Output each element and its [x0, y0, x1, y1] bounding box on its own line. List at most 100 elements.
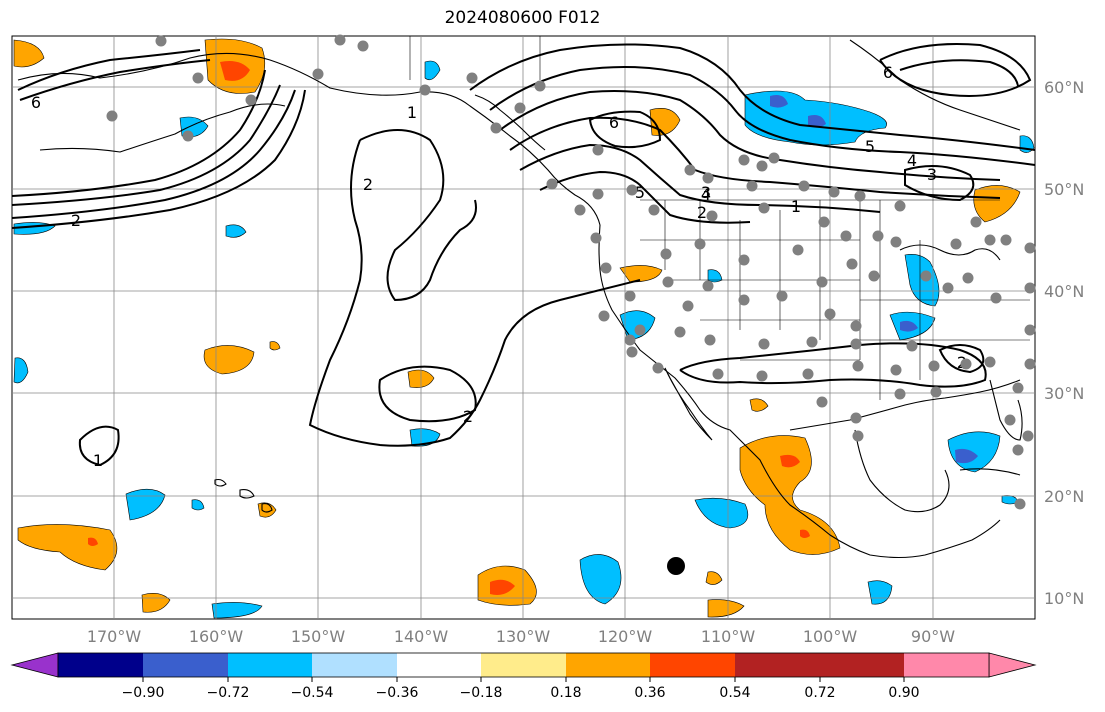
station-marker: [592, 144, 604, 156]
lon-label-140w: 140°W: [394, 627, 449, 646]
contour-label-15: 4: [701, 185, 711, 204]
station-marker: [756, 370, 768, 382]
station-marker: [868, 270, 880, 282]
station-marker: [245, 94, 257, 106]
contour-label-12: 2: [697, 203, 707, 222]
contour-label-6: 1: [93, 451, 103, 470]
contour-label-9: 4: [907, 151, 917, 170]
station-marker: [192, 72, 204, 84]
station-marker: [1014, 498, 1026, 510]
station-marker: [840, 230, 852, 242]
station-marker: [694, 238, 706, 250]
station-marker: [490, 122, 502, 134]
station-marker: [546, 178, 558, 190]
colorbar-seg-4: [312, 653, 397, 677]
contour-label-5: 2: [463, 407, 473, 426]
shade-orange-ne: [973, 185, 1021, 223]
shade-cyan-gulfak: [424, 60, 441, 81]
contour-label-4: 2: [363, 175, 373, 194]
station-marker: [652, 362, 664, 374]
station-marker: [850, 338, 862, 350]
gridlines: [12, 36, 1035, 619]
colorbar-seg-1: [58, 653, 143, 677]
station-marker: [600, 262, 612, 274]
lon-label-160w: 160°W: [189, 627, 244, 646]
lat-label-60: 60°N: [1044, 78, 1084, 97]
colorbar-seg-3: [228, 653, 312, 677]
station-marker: [758, 338, 770, 350]
station-marker: [706, 210, 718, 222]
station-marker: [960, 358, 972, 370]
station-marker: [682, 300, 694, 312]
station-marker: [590, 232, 602, 244]
station-marker: [738, 154, 750, 166]
contour-label-16: 3: [701, 183, 711, 202]
station-marker: [776, 290, 788, 302]
station-marker: [746, 180, 758, 192]
station-marker: [106, 110, 118, 122]
colorbar-tick-2: −0.72: [207, 685, 250, 701]
colorbar-seg-11: [904, 653, 989, 677]
contour-label-8: 5: [635, 183, 645, 202]
station-marker: [962, 272, 974, 284]
shade-orange-small: [705, 571, 723, 585]
station-marker: [816, 276, 828, 288]
colorbar: [10, 652, 1037, 678]
shade-cyan-midwest: [904, 254, 940, 307]
colorbar-tick-5: −0.18: [460, 685, 503, 701]
contour-lines: [11, 43, 1036, 467]
station-marker: [634, 324, 646, 336]
lon-label-130w: 130°W: [496, 627, 551, 646]
station-marker: [894, 388, 906, 400]
lon-label-170w: 170°W: [87, 627, 142, 646]
station-marker: [1000, 234, 1012, 246]
station-marker: [990, 292, 1002, 304]
station-marker: [758, 202, 770, 214]
shade-orange-bottom: [707, 599, 745, 618]
station-marker: [1024, 324, 1036, 336]
station-marker: [984, 356, 996, 368]
contour-label-13: 5: [865, 137, 875, 156]
longitude-labels: 170°W 160°W 150°W 140°W 130°W 120°W 110°…: [87, 627, 955, 646]
colorbar-labels: −0.90 −0.72 −0.54 −0.36 −0.18 0.18 0.36 …: [122, 685, 920, 701]
colorbar-tick-8: 0.54: [719, 685, 750, 701]
lat-label-10: 10°N: [1044, 589, 1084, 608]
contour-label-1: 6: [31, 93, 41, 112]
station-marker: [942, 282, 954, 294]
colorbar-seg-6: [481, 653, 566, 677]
storm-center-marker: [667, 557, 685, 575]
lon-label-120w: 120°W: [598, 627, 653, 646]
shade-orange-tx: [749, 398, 769, 412]
colorbar-seg-5: [397, 653, 481, 677]
colorbar-tick-1: −0.90: [122, 685, 165, 701]
station-marker: [738, 254, 750, 266]
station-marker: [514, 102, 526, 114]
lon-label-150w: 150°W: [291, 627, 346, 646]
station-marker: [534, 80, 546, 92]
shade-cyan-hawaii: [125, 488, 166, 521]
station-marker: [852, 430, 864, 442]
station-marker: [930, 386, 942, 398]
colorbar-tick-7: 0.36: [634, 685, 665, 701]
shade-orange-nw: [13, 39, 45, 68]
station-marker: [852, 360, 864, 372]
station-marker: [1024, 358, 1036, 370]
station-marker: [846, 258, 858, 270]
colorbar-tick-6: 0.18: [550, 685, 581, 701]
station-marker: [1024, 282, 1036, 294]
station-marker: [574, 204, 586, 216]
shade-red-mexico: [780, 454, 800, 468]
station-marker: [648, 204, 660, 216]
station-marker: [950, 238, 962, 250]
station-marker: [684, 164, 696, 176]
contour-label-11: 1: [791, 197, 801, 216]
station-marker: [419, 84, 431, 96]
shade-cyan-hi3: [191, 499, 205, 511]
station-marker: [798, 180, 810, 192]
shade-orange-mexico: [739, 435, 841, 555]
station-marker: [674, 326, 686, 338]
station-marker: [592, 188, 604, 200]
colorbar-left-arrow: [10, 652, 59, 678]
station-marker: [1012, 444, 1024, 456]
